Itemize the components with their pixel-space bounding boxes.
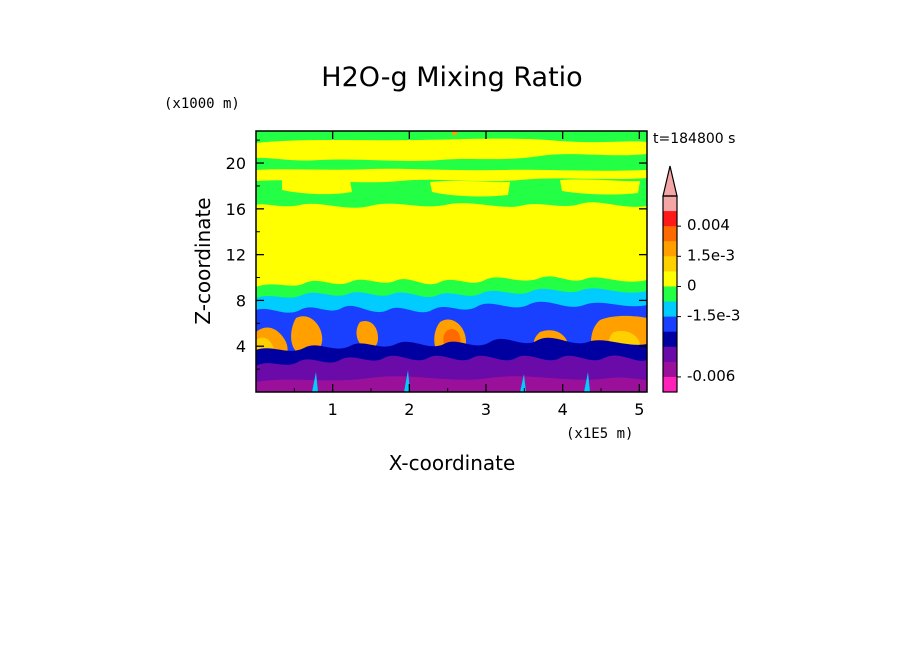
colorbar-label: 0.004 xyxy=(687,216,730,234)
colorbar-swatch xyxy=(663,211,677,227)
colorbar-swatch xyxy=(663,271,677,287)
y-units-label: (x1000 m) xyxy=(164,96,240,112)
colorbar-swatch xyxy=(663,256,677,272)
colorbar-label: -1.5e-3 xyxy=(687,307,740,325)
y-tick-label: 4 xyxy=(236,337,246,356)
colorbar-swatch xyxy=(663,331,677,348)
y-tick-label: 12 xyxy=(226,246,246,265)
x-tick-label: 2 xyxy=(404,400,414,419)
colorbar-swatch xyxy=(663,286,677,303)
colorbar-swatch xyxy=(663,301,677,318)
colorbar-swatch xyxy=(663,376,677,393)
colorbar-frame xyxy=(662,195,678,393)
colorbar-swatch xyxy=(663,316,677,333)
x-axis-label: X-coordinate xyxy=(389,451,516,475)
colorbar-swatch xyxy=(663,226,677,242)
colorbar: 0.004 1.5e-3 0 -1.5e-3 -0.006 xyxy=(662,165,740,393)
colorbar-label: -0.006 xyxy=(687,367,735,385)
x-tick-label: 4 xyxy=(558,400,568,419)
x-units-label: (x1E5 m) xyxy=(566,426,633,442)
time-label: t=184800 s xyxy=(653,131,735,147)
colorbar-swatch xyxy=(663,196,677,212)
colorbar-swatch xyxy=(663,361,677,378)
x-tick-label: 3 xyxy=(481,400,491,419)
x-tick-label: 5 xyxy=(634,400,644,419)
y-axis: 4 8 12 16 20 xyxy=(226,139,647,370)
y-tick-label: 8 xyxy=(236,291,246,310)
plot-frame xyxy=(255,130,648,393)
colorbar-swatch xyxy=(663,346,677,363)
colorbar-extend-arrow xyxy=(662,165,678,197)
chart-title: H2O-g Mixing Ratio xyxy=(321,62,582,93)
heatmap-field xyxy=(256,131,647,392)
x-axis: 1 2 3 4 5 xyxy=(293,131,644,419)
colorbar-label: 1.5e-3 xyxy=(687,246,735,264)
y-tick-label: 20 xyxy=(226,154,246,173)
y-tick-label: 16 xyxy=(226,200,246,219)
colorbar-label: 0 xyxy=(687,276,697,294)
y-axis-label: Z-coordinate xyxy=(191,197,215,324)
colorbar-swatch xyxy=(663,241,677,257)
x-tick-label: 1 xyxy=(328,400,338,419)
